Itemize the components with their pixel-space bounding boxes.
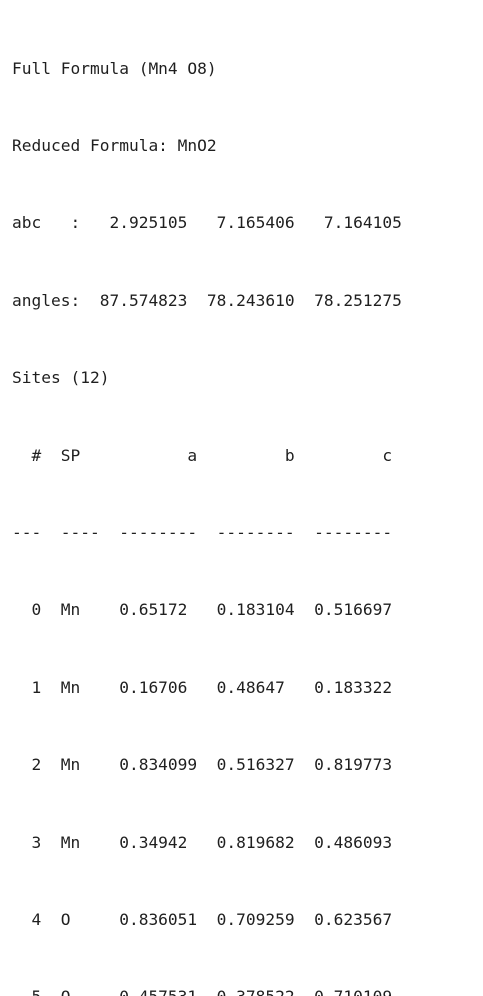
reduced-formula-line: Reduced Formula: MnO2	[12, 135, 217, 155]
full-formula-line: Full Formula (Mn4 O8)	[12, 58, 217, 78]
table-header: # SP a b c	[12, 445, 393, 465]
table-row: 5 O 0.457531 0.378522 0.710109	[12, 984, 402, 996]
sites-count-line: Sites (12)	[12, 368, 110, 388]
table-row: 3 Mn 0.34942 0.819682 0.486093	[12, 832, 393, 852]
abc-line: abc : 2.925105 7.165406 7.164105	[12, 213, 402, 233]
structure-output: Full Formula (Mn4 O8) Reduced Formula: M…	[12, 4, 402, 996]
table-row: 2 Mn 0.834099 0.516327 0.819773	[12, 755, 393, 775]
table-row: 1 Mn 0.16706 0.48647 0.183322	[12, 677, 393, 697]
table-separator: --- ---- -------- -------- --------	[12, 522, 393, 542]
angles-line: angles: 87.574823 78.243610 78.251275	[12, 290, 402, 310]
table-row: 4 O 0.836051 0.709259 0.623567	[12, 909, 393, 929]
table-row: 0 Mn 0.65172 0.183104 0.516697	[12, 600, 393, 620]
